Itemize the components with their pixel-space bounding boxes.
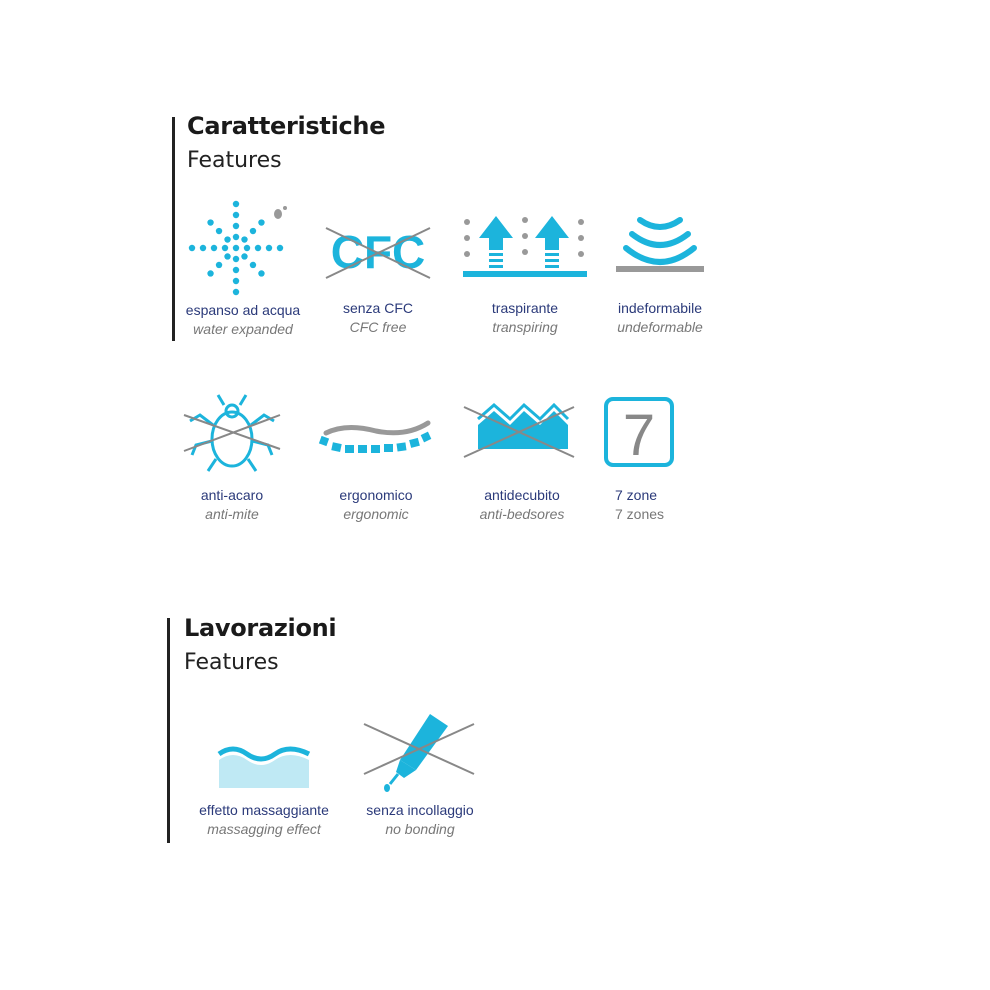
feature-label-it: anti-acaro [200,487,264,503]
feature-transpiring: traspirante transpiring [450,200,600,335]
cfc-free-icon: CFC [325,226,431,279]
anti-mite-icon [183,394,281,472]
section-title: Caratteristiche [187,112,386,140]
feature-label-it: ergonomico [339,487,413,503]
feature-label-en: ergonomic [343,506,409,522]
feature-ergonomic: ergonomico ergonomic [301,393,451,522]
feature-label-it: traspirante [491,300,559,316]
feature-label-it: senza incollaggio [366,802,474,818]
feature-label-it: espanso ad acqua [185,302,301,318]
section-subtitle: Features [187,148,282,173]
massage-wave-icon [217,746,311,788]
feature-massage-effect: effetto massaggiante massagging effect [189,710,339,837]
section-subtitle: Features [184,650,279,675]
undeformable-waves-icon [616,217,704,272]
feature-cfc-free: CFC senza CFC CFC free [303,200,453,335]
breathable-arrows-icon [463,216,587,277]
svg-text:7: 7 [623,403,655,468]
feature-anti-mite: anti-acaro anti-mite [157,393,307,522]
feature-label-en: anti-bedsores [479,506,565,522]
feature-label-en: transpiring [492,319,558,335]
feature-label-it: senza CFC [342,300,414,316]
feature-label-en: massagging effect [207,821,321,837]
ergonomic-spine-icon [318,420,432,453]
feature-label-it: indeformabile [617,300,703,316]
feature-label-en: no bonding [385,821,455,837]
feature-label-it: effetto massaggiante [199,802,329,818]
seven-zones-icon: 7 [604,397,674,468]
feature-label-en: 7 zones [615,506,665,522]
feature-undeformable: indeformabile undeformable [585,200,735,335]
anti-bedsore-icon [463,402,575,458]
feature-anti-bedsore: antidecubito anti-bedsores [447,393,597,522]
feature-label-en: CFC free [349,319,407,335]
feature-label-en: undeformable [617,319,703,335]
feature-no-bonding: senza incollaggio no bonding [345,710,495,837]
section-divider [167,618,170,843]
section-divider [172,117,175,341]
water-expanded-icon [188,200,287,296]
feature-label-it: antidecubito [484,487,560,503]
feature-label-en: anti-mite [205,506,259,522]
feature-water-expanded: espanso ad acqua water expanded [168,200,318,337]
no-glue-icon [363,714,475,792]
section-title: Lavorazioni [184,614,337,642]
feature-label-en: water expanded [193,321,293,337]
feature-seven-zones: 7 7 zone 7 zones [565,393,715,522]
feature-label-it: 7 zone [615,487,658,503]
